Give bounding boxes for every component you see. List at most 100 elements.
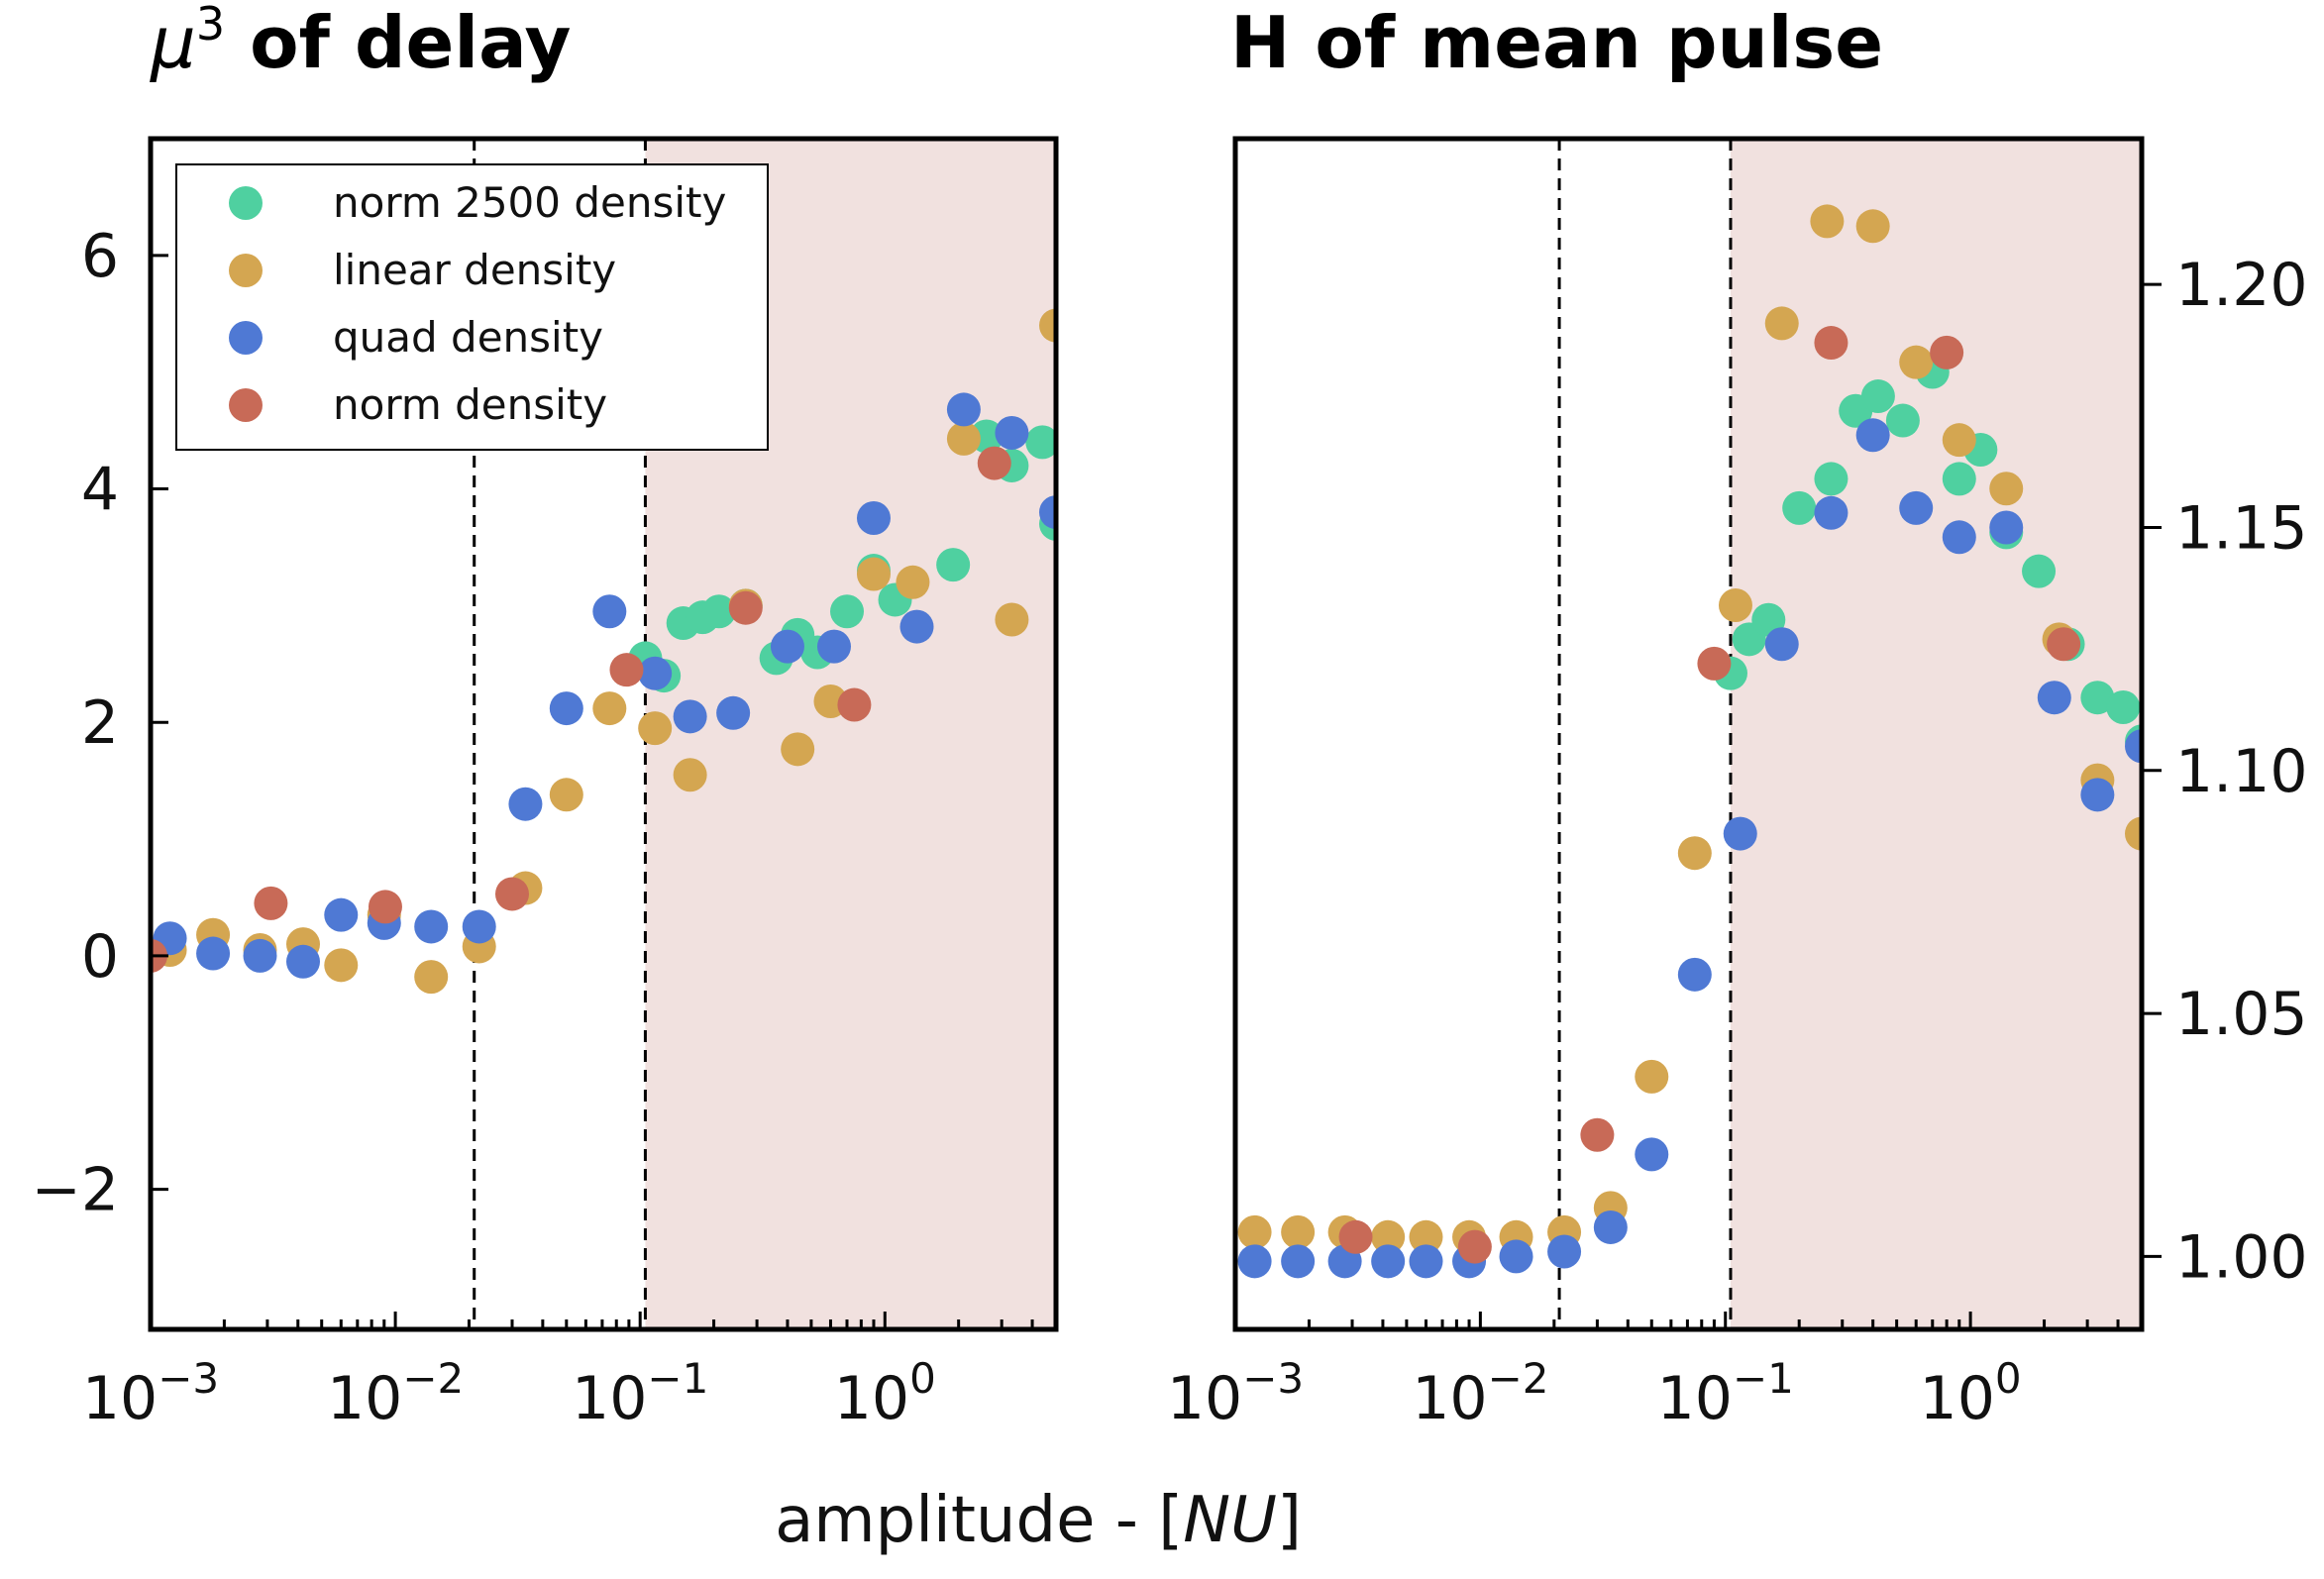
data-point	[770, 629, 804, 664]
y-tick-label: 1.05	[2175, 980, 2308, 1049]
data-point	[1723, 816, 1757, 851]
x-tick-label: 100	[1920, 1354, 2022, 1433]
x-axis-label: amplitude - [NU]	[775, 1484, 1302, 1557]
data-point	[1457, 1229, 1492, 1264]
data-point	[2022, 554, 2057, 588]
chart-title-right: H of mean pulse	[1230, 1, 1883, 84]
data-point	[1718, 587, 1752, 622]
data-point	[673, 699, 707, 734]
data-point	[2080, 778, 2115, 812]
data-point	[946, 392, 981, 427]
y-tick-label: 2	[81, 688, 119, 758]
data-point	[899, 609, 934, 644]
data-point	[324, 897, 359, 932]
data-point	[1942, 423, 1976, 458]
x-axis-label-prefix: amplitude - [	[775, 1484, 1183, 1557]
data-point	[1764, 627, 1799, 662]
data-point	[1899, 490, 1934, 525]
data-point	[1237, 1214, 1272, 1249]
data-point	[1697, 646, 1732, 681]
x-tick-label: 10−3	[1167, 1354, 1304, 1433]
y-tick-label: −2	[32, 1156, 119, 1225]
data-point	[1281, 1214, 1316, 1249]
legend-label: quad density	[333, 313, 603, 362]
data-point	[592, 691, 627, 726]
data-point	[1547, 1234, 1582, 1269]
data-point	[673, 758, 707, 792]
y-tick-label: 1.20	[2175, 251, 2308, 320]
data-point	[1989, 472, 2024, 506]
data-point	[1635, 1059, 1669, 1094]
data-point	[1814, 326, 1849, 361]
data-point	[856, 500, 891, 535]
data-point	[196, 936, 231, 971]
data-point	[1409, 1244, 1443, 1279]
data-point	[1942, 520, 1976, 555]
data-point	[896, 565, 930, 599]
x-tick-label: 10−2	[1412, 1354, 1548, 1433]
chart-title-left: μ3 of delay	[150, 0, 571, 84]
legend-marker	[229, 254, 263, 287]
data-point	[549, 691, 583, 726]
series-norm	[1338, 326, 2081, 1264]
data-point	[816, 629, 851, 664]
y-tick-label: 1.00	[2175, 1222, 2308, 1292]
x-tick-label: 10−2	[327, 1354, 464, 1433]
x-tick-label: 10−1	[572, 1354, 708, 1433]
data-point	[1782, 490, 1817, 525]
data-point	[1237, 1244, 1272, 1279]
data-point	[254, 886, 288, 920]
data-point	[946, 421, 981, 456]
series-norm	[151, 446, 1011, 973]
data-point	[1281, 1244, 1316, 1279]
data-point	[508, 787, 543, 821]
data-point	[977, 446, 1011, 480]
data-point	[716, 695, 751, 730]
data-point	[1371, 1219, 1406, 1254]
y-tick-label: 0	[81, 922, 119, 992]
x-axis-label-unit: NU	[1183, 1484, 1277, 1557]
series-quad	[1237, 418, 2142, 1279]
data-point	[1810, 204, 1845, 239]
legend-label: norm 2500 density	[333, 178, 726, 227]
legend-label: norm density	[333, 380, 607, 429]
data-point	[1814, 462, 1849, 496]
data-point	[1989, 510, 2024, 545]
x-tick-label: 100	[834, 1354, 936, 1433]
legend-marker	[229, 321, 263, 355]
data-point	[1855, 418, 1890, 453]
data-point	[368, 890, 402, 924]
data-point	[549, 778, 583, 812]
data-point	[1930, 335, 1964, 369]
data-point	[2080, 681, 2115, 715]
data-point	[2125, 816, 2142, 851]
data-point	[995, 415, 1029, 450]
data-point	[1942, 462, 1976, 496]
data-point	[462, 909, 496, 944]
data-point	[2106, 690, 2141, 725]
chart-panel-right: H of mean pulse 10−3 10−2 10−1 100 1.00 1.05 1…	[1167, 1, 2308, 1433]
title-mu-symbol: μ	[150, 1, 196, 84]
data-point	[1814, 495, 1849, 530]
chart-panel-left: μ3 of delay 10−3 10−2 10−1 100 −2 0 2 4 6 norm 25…	[32, 0, 1059, 1433]
legend-label: linear density	[333, 246, 616, 294]
data-point	[414, 909, 449, 944]
data-point	[1885, 403, 1920, 438]
data-point	[609, 653, 644, 687]
data-point	[830, 594, 865, 629]
data-point	[781, 732, 815, 767]
y-tick-label: 6	[81, 222, 119, 291]
data-point	[1593, 1210, 1628, 1244]
data-point	[324, 948, 359, 983]
data-point	[856, 557, 891, 591]
data-point	[638, 711, 673, 746]
data-point	[1371, 1244, 1406, 1279]
y-tick-label: 4	[81, 456, 119, 525]
data-point	[936, 548, 971, 582]
data-point	[1677, 957, 1712, 992]
data-point	[728, 590, 763, 625]
data-point	[1677, 836, 1712, 871]
data-point	[2125, 729, 2142, 764]
data-point	[1499, 1239, 1533, 1274]
data-point	[1409, 1219, 1443, 1254]
